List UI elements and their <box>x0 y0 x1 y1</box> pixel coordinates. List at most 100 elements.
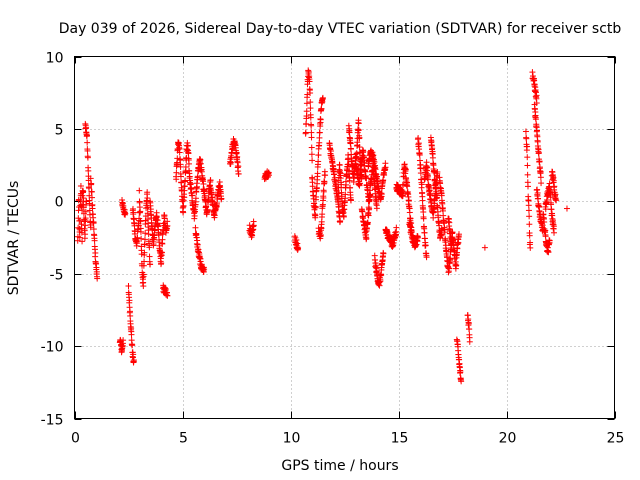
data-point <box>320 194 327 201</box>
x-axis-label: GPS time / hours <box>281 458 398 474</box>
data-point <box>235 170 242 177</box>
data-point <box>399 192 406 199</box>
data-point <box>164 222 171 229</box>
data-point <box>82 231 89 238</box>
data-point <box>89 205 96 212</box>
data-point <box>538 180 545 187</box>
data-point <box>303 100 310 107</box>
data-point <box>347 197 354 204</box>
y-tick-label: -5 <box>50 268 64 284</box>
data-point <box>88 188 95 195</box>
data-point <box>129 342 136 349</box>
grid-lines <box>74 56 615 419</box>
data-point <box>533 92 540 99</box>
data-point <box>192 224 199 231</box>
data-point <box>346 129 353 136</box>
data-point <box>181 194 188 201</box>
data-point <box>180 209 187 216</box>
data-point <box>547 194 554 201</box>
data-point <box>524 143 531 150</box>
data-point <box>194 173 201 180</box>
data-point <box>320 188 327 195</box>
data-point <box>141 249 148 256</box>
data-point <box>418 181 425 188</box>
data-point <box>182 163 189 170</box>
data-point <box>306 78 313 85</box>
data-point <box>361 154 368 161</box>
data-point <box>138 235 145 242</box>
data-point <box>526 232 533 239</box>
data-point <box>355 127 362 134</box>
data-point <box>355 120 362 127</box>
chart-title: Day 039 of 2026, Sidereal Day-to-day VTE… <box>59 21 622 37</box>
x-tick-label: 25 <box>607 431 625 447</box>
data-point <box>430 214 437 221</box>
data-point <box>348 145 355 152</box>
data-point <box>146 244 153 251</box>
data-point <box>542 206 549 213</box>
data-point <box>522 128 529 135</box>
data-point <box>338 193 345 200</box>
data-point <box>525 202 532 209</box>
data-point <box>356 134 363 141</box>
data-point <box>414 234 421 241</box>
data-point <box>457 369 464 376</box>
data-point <box>134 234 141 241</box>
data-point <box>535 149 542 156</box>
data-point <box>373 262 380 269</box>
data-point <box>192 195 199 202</box>
data-point <box>393 224 400 231</box>
data-point <box>126 297 133 304</box>
data-point <box>136 187 143 194</box>
data-points <box>74 67 570 385</box>
data-point <box>365 212 372 219</box>
data-point <box>201 266 208 273</box>
data-point <box>551 183 558 190</box>
data-point <box>534 189 541 196</box>
data-point <box>82 208 89 215</box>
data-point <box>316 129 323 136</box>
data-point <box>140 271 147 278</box>
data-point <box>138 251 145 258</box>
data-point <box>84 139 91 146</box>
data-point <box>545 249 552 256</box>
data-point <box>307 99 314 106</box>
data-point <box>265 172 272 179</box>
data-point <box>177 163 184 170</box>
data-point <box>180 202 187 209</box>
data-point <box>563 205 570 212</box>
data-point <box>83 198 90 205</box>
data-point <box>524 162 531 169</box>
data-point <box>524 171 531 178</box>
data-point <box>431 169 438 176</box>
data-point <box>303 120 310 127</box>
data-point <box>204 207 211 214</box>
data-point <box>87 175 94 182</box>
data-point <box>550 177 557 184</box>
x-tick-label: 5 <box>179 431 188 447</box>
data-point <box>541 219 548 226</box>
data-point <box>211 212 218 219</box>
data-point <box>553 197 560 204</box>
data-point <box>525 207 532 214</box>
data-point <box>335 204 342 211</box>
data-point <box>466 326 473 333</box>
data-point <box>315 152 322 159</box>
data-point <box>331 171 338 178</box>
x-tick-label: 15 <box>391 431 409 447</box>
data-point <box>415 135 422 142</box>
data-point <box>546 237 553 244</box>
data-point <box>130 209 137 216</box>
data-point <box>88 180 95 187</box>
data-point <box>404 183 411 190</box>
data-point <box>438 230 445 237</box>
data-point <box>361 159 368 166</box>
data-point <box>141 236 148 243</box>
data-point <box>309 157 316 164</box>
data-point <box>318 105 325 112</box>
data-point <box>80 188 87 195</box>
data-point <box>308 122 315 129</box>
data-point <box>137 208 144 215</box>
data-point <box>481 244 488 251</box>
data-point <box>316 134 323 141</box>
